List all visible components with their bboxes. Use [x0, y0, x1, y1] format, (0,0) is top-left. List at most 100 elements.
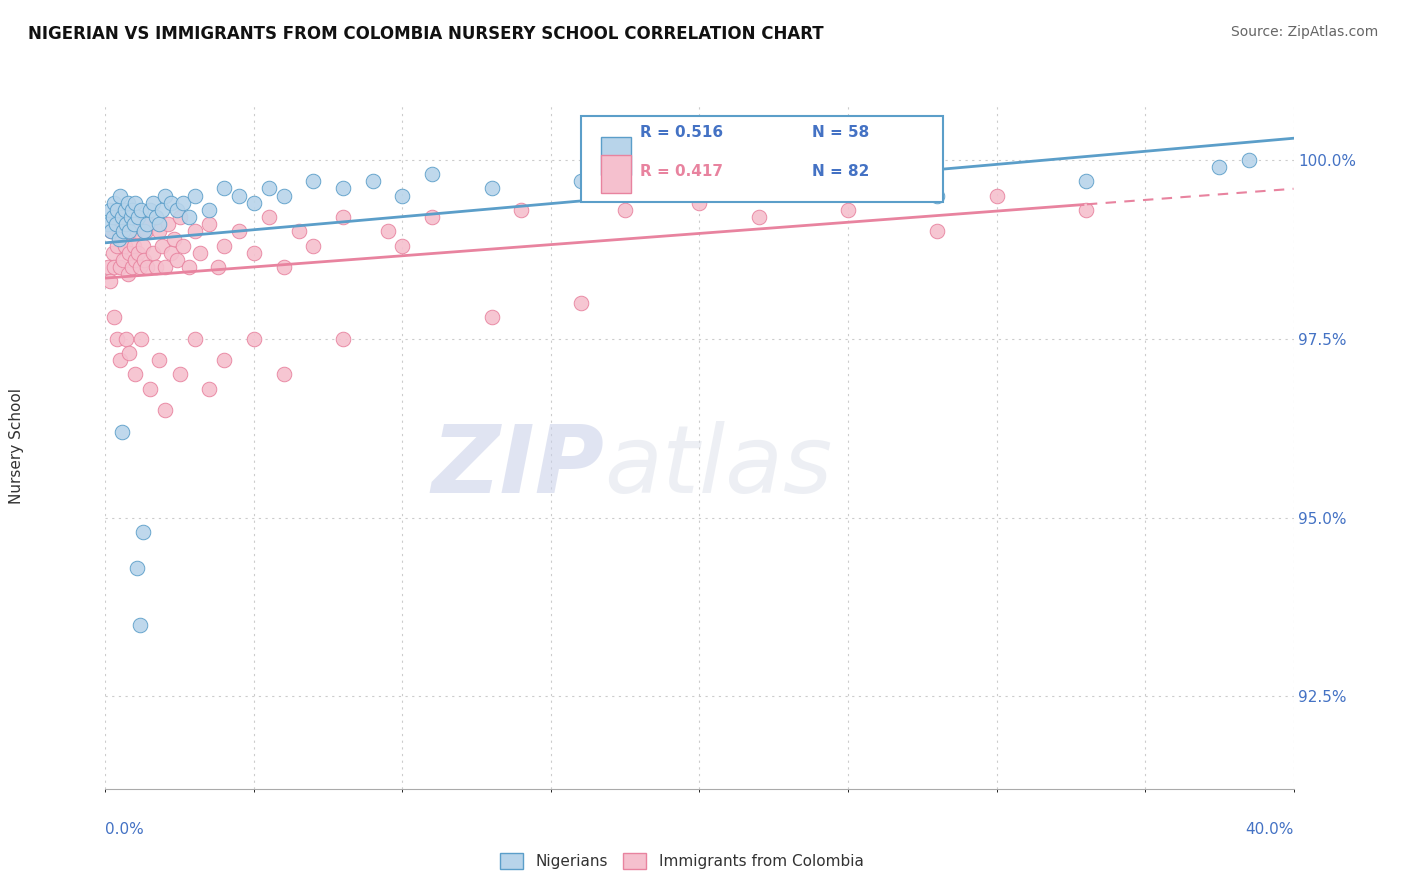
Point [166, 202, 188, 217]
Point [142, 195, 165, 210]
Point [105, 332, 128, 346]
Point [129, 332, 152, 346]
Point [273, 260, 295, 274]
Text: Source: ZipAtlas.com: Source: ZipAtlas.com [1230, 25, 1378, 39]
Point [122, 238, 145, 252]
Point [139, 382, 162, 396]
Point [129, 202, 152, 217]
Point [569, 296, 592, 310]
Point [111, 231, 134, 245]
Point [111, 425, 134, 439]
Point [114, 238, 136, 252]
Point [927, 224, 949, 238]
Point [97, 260, 120, 274]
Point [1237, 153, 1260, 167]
Point [569, 174, 592, 188]
Point [145, 260, 167, 274]
Point [124, 368, 146, 382]
Point [748, 181, 770, 195]
Point [198, 202, 221, 217]
Point [257, 210, 280, 224]
Point [377, 224, 399, 238]
Bar [600, 137, 630, 175]
Point [228, 224, 250, 238]
Point [177, 260, 200, 274]
Text: R = 0.417: R = 0.417 [640, 164, 723, 179]
Point [118, 245, 141, 260]
Point [156, 217, 179, 231]
Point [273, 188, 295, 202]
Point [148, 217, 170, 231]
Point [391, 188, 413, 202]
Point [135, 224, 157, 238]
Text: N = 82: N = 82 [813, 164, 870, 179]
Point [183, 332, 205, 346]
Point [214, 238, 236, 252]
Point [481, 310, 503, 325]
Point [837, 202, 859, 217]
Point [131, 524, 153, 539]
Point [112, 224, 135, 238]
Point [97, 217, 120, 231]
Point [332, 332, 354, 346]
Point [145, 210, 167, 224]
Point [302, 238, 325, 252]
Point [198, 217, 221, 231]
Point [190, 245, 212, 260]
Point [361, 174, 384, 188]
Point [510, 202, 533, 217]
Point [207, 260, 229, 274]
Point [243, 195, 266, 210]
Point [287, 224, 309, 238]
Point [139, 202, 162, 217]
Point [110, 188, 132, 202]
Point [110, 260, 132, 274]
Point [148, 353, 170, 368]
Point [104, 210, 127, 224]
Point [1208, 160, 1230, 174]
Point [153, 188, 176, 202]
Point [98, 202, 121, 217]
Point [112, 252, 135, 267]
Point [420, 167, 443, 181]
Point [127, 210, 149, 224]
Point [391, 238, 413, 252]
Point [142, 245, 165, 260]
Point [105, 238, 128, 252]
Point [108, 224, 131, 238]
Text: NIGERIAN VS IMMIGRANTS FROM COLOMBIA NURSERY SCHOOL CORRELATION CHART: NIGERIAN VS IMMIGRANTS FROM COLOMBIA NUR… [28, 25, 824, 43]
Point [153, 260, 176, 274]
Point [183, 224, 205, 238]
Point [689, 167, 711, 181]
Point [128, 260, 150, 274]
Point [150, 238, 173, 252]
Point [243, 245, 266, 260]
Point [153, 403, 176, 417]
Point [132, 224, 155, 238]
Point [120, 210, 142, 224]
Point [103, 310, 125, 325]
Point [124, 195, 146, 210]
Point [124, 252, 146, 267]
Point [115, 217, 138, 231]
Text: atlas: atlas [605, 421, 832, 512]
Text: ZIP: ZIP [432, 421, 605, 513]
Point [481, 181, 503, 195]
Point [132, 252, 155, 267]
Point [177, 210, 200, 224]
Point [121, 260, 143, 274]
Point [228, 188, 250, 202]
Point [1074, 174, 1097, 188]
Point [614, 202, 637, 217]
Point [159, 195, 181, 210]
Text: N = 58: N = 58 [813, 125, 869, 140]
Point [128, 618, 150, 632]
Text: 40.0%: 40.0% [1246, 822, 1294, 838]
Point [98, 275, 121, 289]
Point [148, 224, 170, 238]
Point [332, 210, 354, 224]
Point [101, 245, 124, 260]
Text: R = 0.516: R = 0.516 [640, 125, 723, 140]
Point [748, 210, 770, 224]
Point [183, 188, 205, 202]
